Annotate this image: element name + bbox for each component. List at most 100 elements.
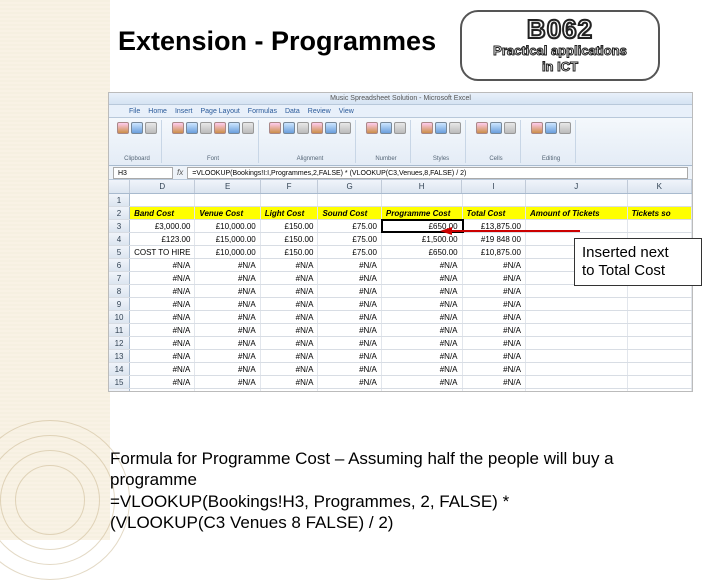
cell[interactable]: #N/A <box>463 350 526 362</box>
row-header[interactable]: 9 <box>109 298 130 310</box>
cell[interactable]: #N/A <box>261 363 319 375</box>
cell[interactable] <box>261 194 319 206</box>
cell[interactable] <box>628 324 692 336</box>
cell[interactable]: #N/A <box>318 272 381 284</box>
cell[interactable]: #N/A <box>195 389 260 391</box>
cell[interactable]: #N/A <box>130 363 195 375</box>
column-header[interactable]: H <box>382 180 463 193</box>
column-header[interactable]: E <box>195 180 260 193</box>
cell[interactable]: £123.00 <box>130 233 195 245</box>
cell[interactable]: #N/A <box>382 298 463 310</box>
cell[interactable]: #N/A <box>195 363 260 375</box>
cell[interactable]: #N/A <box>261 298 319 310</box>
cell[interactable] <box>526 363 628 375</box>
ribbon-icon[interactable] <box>421 122 433 134</box>
cell[interactable]: #N/A <box>261 337 319 349</box>
column-header[interactable]: D <box>130 180 195 193</box>
ribbon-icon[interactable] <box>476 122 488 134</box>
spreadsheet-grid[interactable]: 12Band CostVenue CostLight CostSound Cos… <box>109 194 692 391</box>
cell[interactable]: #N/A <box>382 363 463 375</box>
cell[interactable] <box>526 194 628 206</box>
cell[interactable]: #N/A <box>130 298 195 310</box>
cell[interactable] <box>628 194 692 206</box>
cell[interactable]: #N/A <box>195 311 260 323</box>
cell[interactable]: #N/A <box>382 324 463 336</box>
ribbon-tab[interactable]: View <box>339 108 354 115</box>
cell[interactable]: £150.00 <box>261 233 319 245</box>
ribbon-icon[interactable] <box>559 122 571 134</box>
ribbon-icon[interactable] <box>449 122 461 134</box>
cell[interactable]: #N/A <box>318 376 381 388</box>
cell[interactable]: #N/A <box>463 311 526 323</box>
column-header[interactable]: G <box>318 180 381 193</box>
cell[interactable]: #N/A <box>195 298 260 310</box>
column-header[interactable]: I <box>462 180 525 193</box>
cell[interactable]: £10,000.00 <box>195 220 260 232</box>
cell[interactable]: #N/A <box>261 350 319 362</box>
cell[interactable] <box>526 389 628 391</box>
ribbon-icon[interactable] <box>325 122 337 134</box>
cell[interactable]: #N/A <box>130 285 195 297</box>
cell[interactable]: #N/A <box>130 311 195 323</box>
cell[interactable]: COST TO HIRE <box>130 246 195 258</box>
ribbon-icon[interactable] <box>186 122 198 134</box>
cell[interactable] <box>318 194 381 206</box>
cell[interactable]: #N/A <box>463 389 526 391</box>
cell[interactable]: Tickets so <box>628 207 692 219</box>
cell[interactable] <box>526 285 628 297</box>
cell[interactable] <box>526 324 628 336</box>
cell[interactable] <box>463 194 526 206</box>
cell[interactable]: #N/A <box>261 311 319 323</box>
ribbon-icon[interactable] <box>269 122 281 134</box>
ribbon-icon[interactable] <box>311 122 323 134</box>
column-header[interactable]: F <box>261 180 319 193</box>
cell[interactable]: #N/A <box>195 285 260 297</box>
cell[interactable]: #N/A <box>261 259 319 271</box>
cell[interactable] <box>628 389 692 391</box>
cell[interactable]: #N/A <box>318 324 381 336</box>
cell[interactable]: £150.00 <box>261 246 319 258</box>
cell[interactable]: Programme Cost <box>382 207 463 219</box>
cell[interactable]: #N/A <box>130 376 195 388</box>
fx-icon[interactable]: fx <box>177 168 183 177</box>
cell[interactable]: #N/A <box>261 376 319 388</box>
cell[interactable]: #N/A <box>130 389 195 391</box>
cell[interactable] <box>628 376 692 388</box>
cell[interactable]: #N/A <box>195 337 260 349</box>
ribbon-tab[interactable]: Insert <box>175 108 193 115</box>
ribbon-icon[interactable] <box>172 122 184 134</box>
cell[interactable]: £15,000.00 <box>195 233 260 245</box>
ribbon-icon[interactable] <box>283 122 295 134</box>
cell[interactable] <box>628 311 692 323</box>
cell[interactable]: #N/A <box>463 259 526 271</box>
row-header[interactable]: 3 <box>109 220 130 232</box>
ribbon-icon[interactable] <box>380 122 392 134</box>
cell[interactable]: #N/A <box>195 259 260 271</box>
row-header[interactable]: 12 <box>109 337 130 349</box>
row-header[interactable]: 14 <box>109 363 130 375</box>
cell[interactable]: £75.00 <box>318 220 381 232</box>
cell[interactable]: #N/A <box>318 311 381 323</box>
cell[interactable] <box>628 298 692 310</box>
cell[interactable]: #N/A <box>195 350 260 362</box>
cell[interactable]: #N/A <box>130 324 195 336</box>
cell[interactable]: #N/A <box>318 363 381 375</box>
row-header[interactable]: 13 <box>109 350 130 362</box>
row-header[interactable]: 10 <box>109 311 130 323</box>
cell[interactable]: #N/A <box>382 272 463 284</box>
cell[interactable]: #N/A <box>318 298 381 310</box>
cell[interactable] <box>195 194 260 206</box>
ribbon-icon[interactable] <box>545 122 557 134</box>
name-box[interactable]: H3 <box>113 167 173 179</box>
ribbon-icon[interactable] <box>504 122 516 134</box>
row-header[interactable]: 8 <box>109 285 130 297</box>
cell[interactable] <box>526 350 628 362</box>
ribbon-icon[interactable] <box>435 122 447 134</box>
ribbon-icon[interactable] <box>531 122 543 134</box>
cell[interactable]: £10,000.00 <box>195 246 260 258</box>
cell[interactable]: Venue Cost <box>195 207 260 219</box>
cell[interactable]: £150.00 <box>261 220 319 232</box>
ribbon-icon[interactable] <box>200 122 212 134</box>
cell[interactable]: #N/A <box>318 350 381 362</box>
ribbon-icon[interactable] <box>145 122 157 134</box>
